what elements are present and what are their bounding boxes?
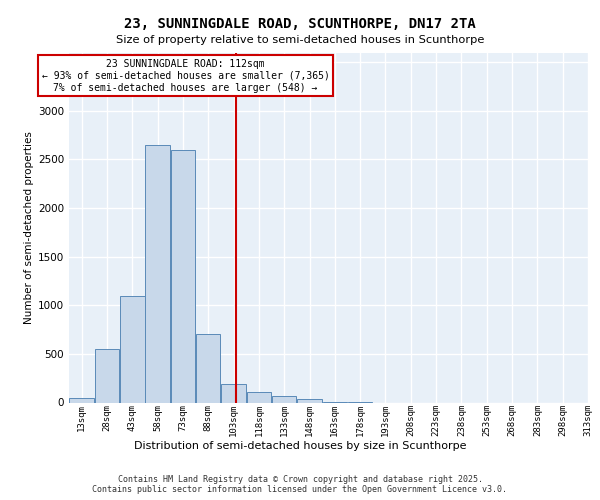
Y-axis label: Number of semi-detached properties: Number of semi-detached properties [24, 131, 34, 324]
Text: Contains HM Land Registry data © Crown copyright and database right 2025.
Contai: Contains HM Land Registry data © Crown c… [92, 474, 508, 494]
Bar [272, 396, 296, 402]
Bar [196, 334, 220, 402]
Text: Size of property relative to semi-detached houses in Scunthorpe: Size of property relative to semi-detach… [116, 35, 484, 45]
Text: 23, SUNNINGDALE ROAD, SCUNTHORPE, DN17 2TA: 23, SUNNINGDALE ROAD, SCUNTHORPE, DN17 2… [124, 18, 476, 32]
Bar [247, 392, 271, 402]
Bar [120, 296, 145, 403]
Bar [297, 398, 322, 402]
Bar [95, 349, 119, 403]
Bar [70, 398, 94, 402]
Bar [170, 150, 195, 402]
Text: 23 SUNNINGDALE ROAD: 112sqm
← 93% of semi-detached houses are smaller (7,365)
7%: 23 SUNNINGDALE ROAD: 112sqm ← 93% of sem… [41, 60, 329, 92]
Text: Distribution of semi-detached houses by size in Scunthorpe: Distribution of semi-detached houses by … [134, 441, 466, 451]
Bar [221, 384, 246, 402]
Bar [145, 145, 170, 403]
